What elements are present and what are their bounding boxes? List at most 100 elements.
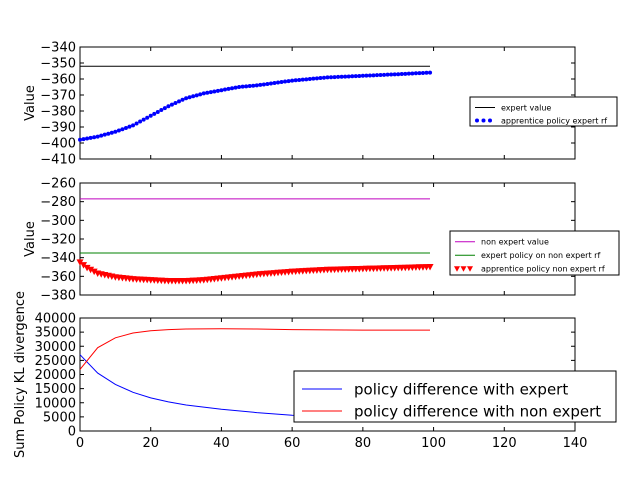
data-point xyxy=(208,90,213,95)
legend-label: expert policy on non expert rf xyxy=(481,251,600,260)
data-point xyxy=(173,101,178,105)
data-point xyxy=(413,71,418,76)
data-point xyxy=(325,75,330,80)
y-tick-label: 0 xyxy=(68,425,76,440)
data-point xyxy=(233,85,238,90)
y-tick-label: −400 xyxy=(40,137,76,152)
data-point xyxy=(191,94,196,99)
chart-panel-2: −260 −280 −300 −320 −340 −360 −380 Value non exp… xyxy=(23,177,620,304)
data-point xyxy=(258,82,263,87)
data-point xyxy=(261,82,266,87)
y-tick-label: 40000 xyxy=(35,312,76,327)
data-point xyxy=(424,70,429,75)
data-point xyxy=(169,102,174,107)
y-tick-label: −360 xyxy=(40,270,76,285)
series-apprentice-policy-expert-rf xyxy=(78,70,433,142)
data-point xyxy=(307,77,312,81)
y-tick-label: −390 xyxy=(40,121,76,136)
data-point xyxy=(392,72,397,77)
y-tick-label: 15000 xyxy=(35,382,76,397)
x-tick-label: 40 xyxy=(213,436,230,451)
data-point xyxy=(406,71,411,76)
data-point xyxy=(382,72,387,77)
legend-label: apprentice policy non expert rf xyxy=(481,265,605,274)
x-tick-label: 100 xyxy=(421,436,446,451)
data-point xyxy=(286,79,291,84)
y-tick-label: −350 xyxy=(40,57,76,72)
y-tick-label: −380 xyxy=(40,289,76,304)
data-point xyxy=(385,72,390,77)
data-point xyxy=(201,91,206,96)
data-point xyxy=(350,74,355,79)
data-point xyxy=(177,99,181,104)
series-policy-difference-with-non-expert xyxy=(79,328,430,370)
data-point xyxy=(134,121,139,126)
plot-frame xyxy=(79,182,576,296)
data-point xyxy=(194,93,199,98)
data-point xyxy=(343,74,348,79)
data-point xyxy=(276,80,280,85)
data-point xyxy=(332,75,337,80)
data-point xyxy=(364,73,369,78)
x-tick-label: 80 xyxy=(355,436,372,451)
legend-marker xyxy=(475,118,479,123)
data-point xyxy=(375,73,379,78)
data-point xyxy=(90,268,98,276)
data-point xyxy=(279,80,284,85)
data-point xyxy=(321,75,326,80)
y-tick-label: −410 xyxy=(40,153,76,168)
legend: policy difference with expert policy diff… xyxy=(293,370,617,423)
data-point xyxy=(80,262,88,269)
data-point xyxy=(240,84,245,89)
legend-marker xyxy=(467,266,473,272)
data-point xyxy=(138,119,143,124)
data-point xyxy=(290,78,295,83)
data-point xyxy=(300,77,305,82)
data-point xyxy=(251,83,256,88)
data-point xyxy=(329,75,334,80)
data-point xyxy=(148,113,153,118)
data-point xyxy=(131,123,136,128)
y-tick-label: −260 xyxy=(40,177,76,192)
data-point xyxy=(230,86,235,91)
data-point xyxy=(268,81,273,86)
legend-box xyxy=(449,230,620,276)
y-tick-label: 25000 xyxy=(35,354,76,369)
data-point xyxy=(371,73,376,78)
data-point xyxy=(297,77,302,82)
data-point xyxy=(367,73,372,78)
data-point xyxy=(127,124,132,129)
legend-marker xyxy=(488,118,492,123)
data-point xyxy=(95,134,100,139)
data-point xyxy=(420,70,425,75)
legend-marker xyxy=(454,266,460,272)
data-point xyxy=(83,264,91,272)
data-point xyxy=(76,259,84,266)
x-tick-label: 120 xyxy=(492,436,517,451)
legend-label: non expert value xyxy=(481,238,549,247)
y-tick-label: −380 xyxy=(40,105,76,120)
y-axis-label: Value xyxy=(23,221,38,257)
data-point xyxy=(159,108,164,113)
data-point xyxy=(410,71,415,76)
y-tick-label: 20000 xyxy=(35,368,76,383)
x-tick-label: 140 xyxy=(563,436,588,451)
data-point xyxy=(162,106,167,111)
data-point xyxy=(360,73,365,78)
legend: expert value apprentice policy expert rf xyxy=(469,96,618,127)
data-point xyxy=(78,137,82,142)
data-point xyxy=(222,87,227,92)
data-point xyxy=(403,71,408,76)
data-point xyxy=(87,266,95,274)
data-point xyxy=(304,77,309,82)
data-point xyxy=(318,76,323,81)
legend: non expert value expert policy on non exp… xyxy=(449,230,620,276)
data-point xyxy=(353,74,358,79)
data-point xyxy=(293,78,298,83)
data-point xyxy=(123,125,128,130)
data-point xyxy=(336,74,341,79)
data-point xyxy=(120,127,125,132)
legend-box xyxy=(469,96,618,127)
data-point xyxy=(339,74,344,79)
